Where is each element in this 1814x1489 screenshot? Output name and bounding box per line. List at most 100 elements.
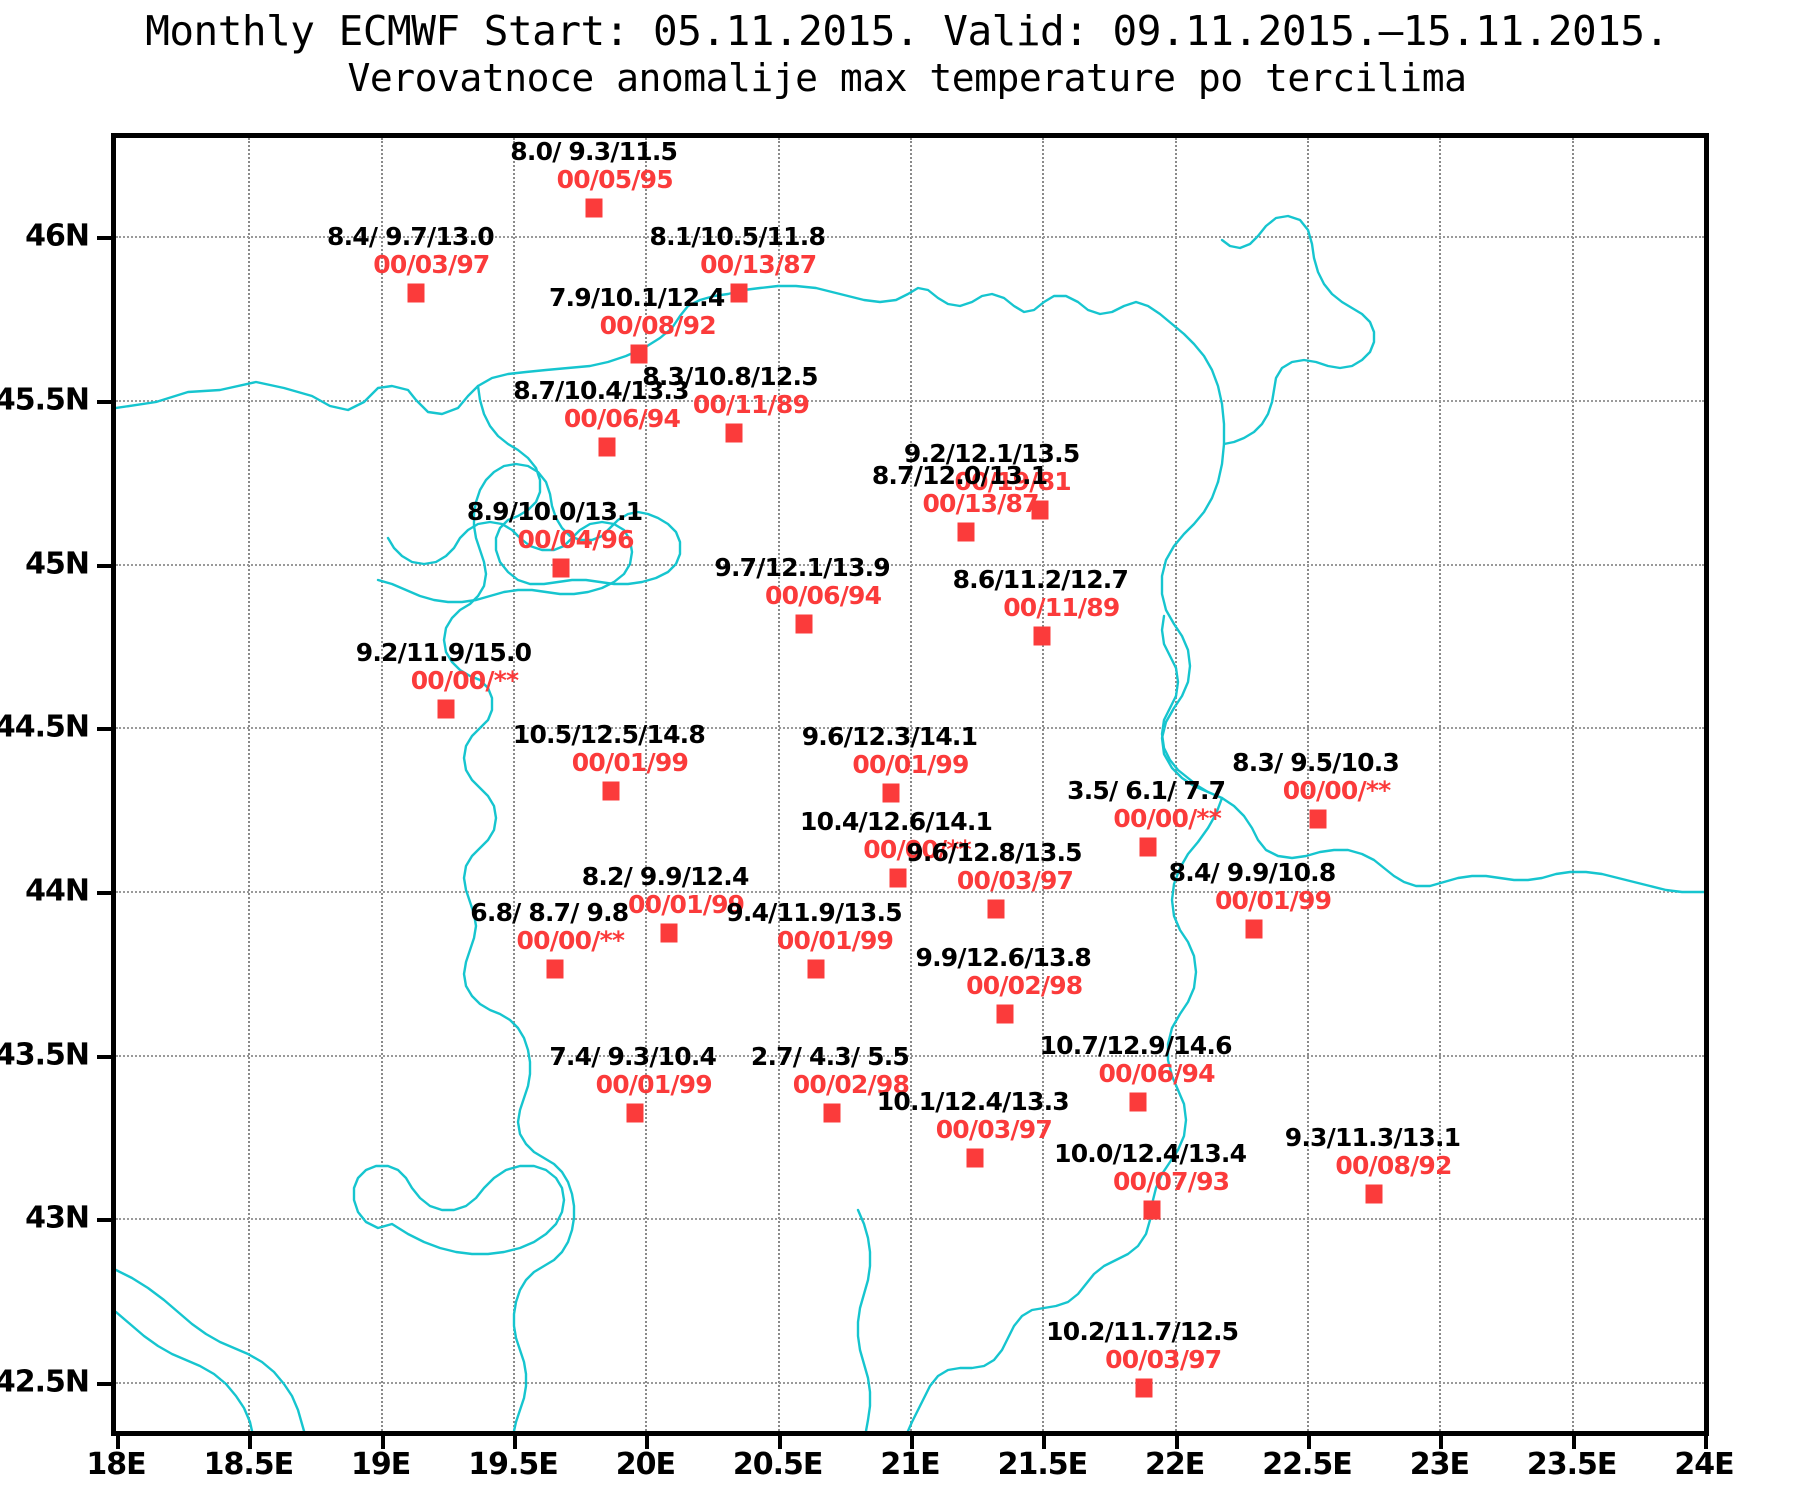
station-label: 3.5/ 6.1/ 7.7 00/00/** (1067, 775, 1226, 833)
station-temperatures: 7.4/ 9.3/10.4 (549, 1042, 717, 1072)
station-probabilities: 00/06/94 (563, 404, 681, 434)
station-marker[interactable] (407, 283, 425, 303)
y-axis-label: 42.5N (0, 1364, 90, 1400)
station-temperatures: 3.5/ 6.1/ 7.7 (1067, 775, 1226, 805)
station-label: 9.6/12.3/14.1 00/01/99 (802, 722, 978, 779)
map-frame: 8.0/ 9.3/11.5 00/05/95 8.4/ 9.7/13.0 00/03/… (111, 133, 1709, 1436)
y-axis-tick (97, 890, 111, 895)
station-label: 8.4/ 9.9/10.8 00/01/99 (1169, 858, 1337, 915)
station-marker[interactable] (437, 699, 454, 719)
station-label: 8.9/10.0/13.1 00/04/96 (467, 498, 643, 554)
gridline-horizontal (116, 399, 1704, 402)
x-axis-tick (1042, 1436, 1047, 1449)
station-temperatures: 8.2/ 9.9/12.4 (581, 862, 750, 892)
y-axis-tick (97, 1054, 111, 1059)
station-temperatures: 9.4/11.9/13.5 (726, 898, 902, 928)
station-marker[interactable] (807, 959, 825, 979)
station-label: 10.0/12.4/13.4 00/07/93 (1054, 1140, 1247, 1197)
station-label: 10.4/12.6/14.1 00/00/** (800, 807, 993, 864)
station-marker[interactable] (546, 959, 564, 979)
station-marker[interactable] (1365, 1184, 1383, 1204)
station-marker[interactable] (987, 899, 1005, 919)
station-marker[interactable] (630, 344, 648, 364)
station-probabilities: 00/03/97 (1105, 1345, 1222, 1375)
station-label: 8.3/10.8/12.5 00/11/89 (642, 362, 818, 419)
x-axis-tick (1571, 1436, 1576, 1449)
station-temperatures: 8.6/11.2/12.7 (952, 564, 1129, 594)
station-marker[interactable] (996, 1004, 1014, 1024)
station-probabilities: 00/00/** (516, 926, 625, 956)
station-marker[interactable] (1031, 500, 1049, 520)
gridline-horizontal (116, 1218, 1704, 1221)
x-axis-tick (645, 1436, 650, 1449)
station-temperatures: 10.1/12.4/13.3 (876, 1086, 1070, 1116)
x-axis-tick (513, 1436, 517, 1449)
station-probabilities: 00/01/99 (595, 1070, 713, 1100)
x-axis-label: 18E (86, 1447, 146, 1482)
station-marker[interactable] (882, 783, 900, 803)
station-label: 9.9/12.6/13.8 00/02/98 (916, 943, 1092, 1000)
station-probabilities: 00/00/** (1282, 775, 1391, 805)
station-marker[interactable] (725, 423, 743, 443)
station-marker[interactable] (1033, 626, 1051, 646)
station-temperatures: 8.0/ 9.3/11.5 (510, 137, 678, 167)
station-probabilities: 00/06/94 (1098, 1059, 1215, 1089)
x-axis-label: 20E (615, 1447, 676, 1482)
station-temperatures: 7.9/10.1/12.4 (548, 283, 725, 313)
station-label: 8.6/11.2/12.7 00/11/89 (952, 564, 1129, 622)
station-marker[interactable] (1245, 919, 1263, 939)
gridline-vertical (513, 138, 515, 1431)
y-axis-tick (97, 236, 111, 241)
y-axis-tick (97, 563, 111, 568)
x-axis-label: 23.5E (1526, 1447, 1618, 1482)
y-axis-label: 43.5N (0, 1037, 90, 1073)
station-probabilities: 00/11/89 (692, 389, 810, 419)
station-marker[interactable] (966, 1148, 984, 1168)
station-marker[interactable] (1135, 1378, 1153, 1398)
station-label: 8.1/10.5/11.8 00/13/87 (650, 223, 826, 279)
station-probabilities: 00/01/99 (628, 890, 745, 920)
station-marker[interactable] (1129, 1092, 1147, 1112)
chart-title-block: Monthly ECMWF Start: 05.11.2015. Valid: … (0, 8, 1814, 102)
station-temperatures: 2.7/ 4.3/ 5.5 (750, 1042, 910, 1072)
station-probabilities: 00/01/99 (571, 748, 689, 778)
station-temperatures: 9.3/11.3/13.1 (1284, 1122, 1461, 1152)
plot-area: 8.0/ 9.3/11.5 00/05/95 8.4/ 9.7/13.0 00/03/… (116, 138, 1704, 1431)
x-axis-label: 23E (1409, 1447, 1470, 1482)
station-probabilities: 00/02/98 (966, 970, 1083, 1000)
x-axis-tick (910, 1436, 914, 1449)
station-marker[interactable] (1309, 809, 1327, 829)
station-marker[interactable] (552, 558, 570, 578)
x-axis-tick (116, 1436, 120, 1449)
station-marker[interactable] (730, 283, 748, 303)
x-axis-label: 21E (880, 1447, 940, 1482)
station-label: 10.5/12.5/14.8 00/01/99 (513, 721, 706, 778)
station-marker[interactable] (1143, 1200, 1161, 1220)
station-marker[interactable] (602, 781, 620, 801)
station-temperatures: 8.3/ 9.5/10.3 (1232, 747, 1400, 777)
station-marker[interactable] (957, 522, 975, 542)
station-label: 8.3/ 9.5/10.3 00/00/** (1232, 747, 1400, 805)
station-marker[interactable] (626, 1103, 644, 1123)
station-marker[interactable] (660, 923, 678, 943)
station-marker[interactable] (585, 198, 603, 218)
station-probabilities: 00/01/99 (852, 749, 969, 779)
x-axis-label: 20.5E (732, 1447, 824, 1482)
station-marker[interactable] (795, 614, 813, 634)
station-label: 9.7/12.1/13.9 00/06/94 (714, 554, 890, 610)
x-axis-tick (1174, 1436, 1179, 1449)
station-marker[interactable] (598, 437, 616, 457)
station-label: 9.3/11.3/13.1 00/08/92 (1284, 1122, 1461, 1180)
station-marker[interactable] (889, 868, 907, 888)
station-probabilities: 00/13/87 (922, 489, 1039, 519)
station-probabilities: 00/01/99 (776, 926, 894, 956)
station-probabilities: 00/08/92 (599, 311, 717, 341)
station-probabilities: 00/04/96 (517, 525, 635, 555)
y-axis-label: 45N (25, 546, 90, 582)
station-probabilities: 00/07/93 (1113, 1167, 1230, 1197)
station-marker[interactable] (1139, 837, 1157, 857)
station-marker[interactable] (823, 1103, 841, 1123)
gridline-vertical (248, 138, 251, 1431)
x-axis-label: 24E (1674, 1447, 1734, 1482)
